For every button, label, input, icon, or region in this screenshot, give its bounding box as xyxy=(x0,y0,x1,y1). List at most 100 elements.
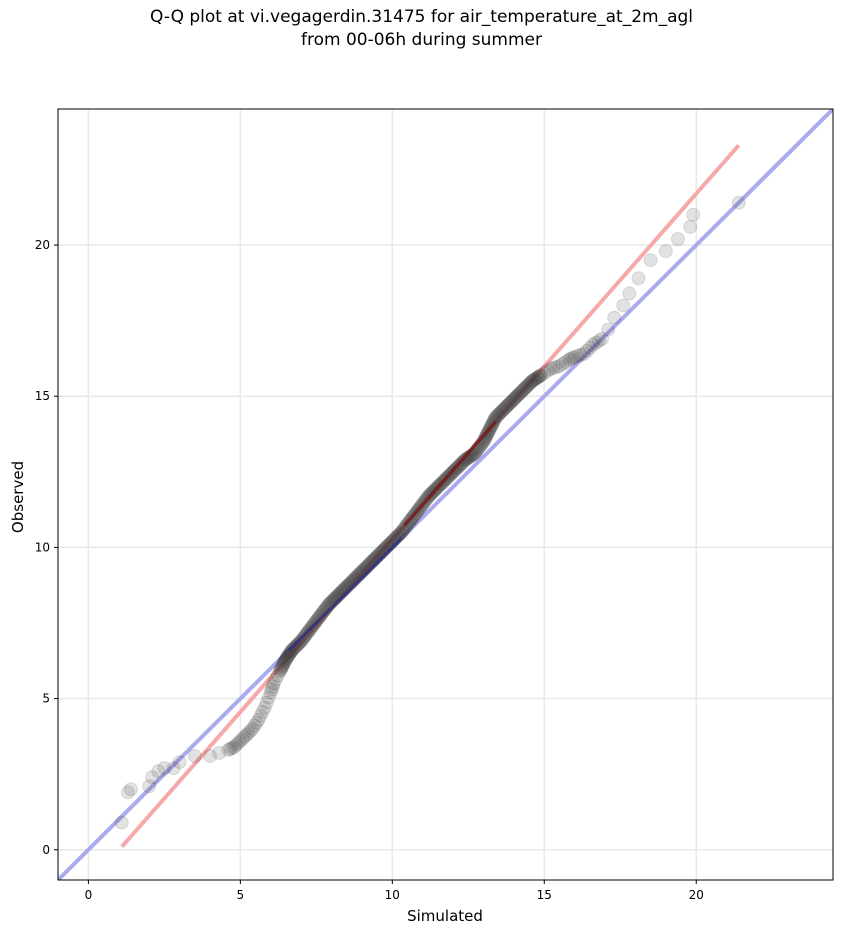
quantile-point xyxy=(490,408,505,423)
quantile-point xyxy=(142,779,157,794)
quantile-point xyxy=(494,404,509,419)
quantile-point xyxy=(277,655,292,669)
chart-title-line-1: Q-Q plot at vi.vegagerdin.31475 for air_… xyxy=(149,7,694,27)
quantile-point xyxy=(249,715,264,730)
quantile-point xyxy=(157,761,172,776)
quantile-point xyxy=(497,401,512,416)
quantile-point xyxy=(229,737,244,752)
quantile-point xyxy=(280,650,295,665)
x-tick-label: 15 xyxy=(537,888,552,902)
quantile-point xyxy=(488,411,502,426)
quantile-point xyxy=(221,743,236,757)
quantile-point xyxy=(500,398,515,413)
quantile-point xyxy=(454,456,469,471)
quantile-point xyxy=(616,298,631,313)
quantile-point xyxy=(588,335,603,350)
quantile-point xyxy=(524,375,539,390)
quantile-point xyxy=(561,353,576,367)
axis-ticks: 0 5 10 15 20 0 5 10 15 20 xyxy=(35,238,704,902)
quantile-point xyxy=(235,731,250,746)
quantile-point xyxy=(247,718,262,733)
quantile-point xyxy=(493,405,508,420)
quantile-point xyxy=(525,374,540,389)
quantile-point xyxy=(555,357,570,371)
quantile-point xyxy=(243,723,258,738)
quantile-point xyxy=(397,521,412,536)
quantile-point xyxy=(582,340,597,355)
quantile-point xyxy=(537,366,552,381)
quantile-point xyxy=(274,660,289,675)
quantile-point xyxy=(259,695,274,710)
quantile-point xyxy=(263,685,278,700)
quantile-point xyxy=(528,372,543,387)
quantile-point xyxy=(529,371,544,386)
quantile-point xyxy=(595,331,609,346)
quantile-point xyxy=(264,682,279,697)
quantile-point xyxy=(278,652,293,667)
quantile-point xyxy=(293,635,308,650)
quantile-point xyxy=(558,355,573,369)
quantile-point xyxy=(274,661,289,676)
quantile-point xyxy=(276,656,291,671)
quantile-point xyxy=(290,638,305,653)
quantile-point xyxy=(145,770,160,785)
quantile-point xyxy=(278,653,293,668)
quantile-point xyxy=(457,453,472,468)
quantile-point xyxy=(275,659,290,673)
quantile-point xyxy=(607,310,622,325)
quantile-point xyxy=(576,346,591,361)
y-axis-label: Observed xyxy=(9,461,27,533)
identity-line-core xyxy=(287,537,403,652)
quantile-point xyxy=(296,631,311,646)
quantile-point xyxy=(540,364,555,378)
quantile-point xyxy=(123,782,138,797)
chart-title: Q-Q plot at vi.vegagerdin.31475 for air_… xyxy=(0,6,843,52)
quantile-point xyxy=(534,368,549,383)
quantile-point xyxy=(592,333,606,348)
quantile-point xyxy=(315,605,330,620)
quantile-point xyxy=(270,668,285,683)
quantile-point xyxy=(285,643,299,658)
quantile-point xyxy=(552,359,567,373)
quantile-point xyxy=(114,815,129,830)
chart-title-line-2: from 00-06h during summer xyxy=(301,30,542,50)
quantile-point xyxy=(268,672,283,687)
quantile-point xyxy=(518,381,532,396)
quantile-point xyxy=(671,232,685,246)
quantile-point xyxy=(487,413,502,428)
quantile-point xyxy=(453,457,468,472)
quantile-point xyxy=(289,639,304,654)
quantile-point xyxy=(514,385,528,400)
quantile-point xyxy=(532,369,547,384)
quantile-point xyxy=(631,271,646,286)
quantile-point xyxy=(658,244,673,259)
quantile-point xyxy=(398,519,413,534)
quantile-point xyxy=(523,376,538,391)
quantile-point xyxy=(686,207,701,222)
quantile-point xyxy=(546,361,561,375)
quantile-point xyxy=(203,749,217,763)
quantile-point xyxy=(563,351,578,366)
quantile-point xyxy=(515,384,529,399)
quantile-point xyxy=(399,518,414,533)
quantile-point xyxy=(172,755,187,770)
quantile-point xyxy=(284,644,299,659)
quantile-point xyxy=(486,414,501,429)
quantile-point xyxy=(227,740,242,754)
quantile-point xyxy=(166,761,181,776)
quantile-point xyxy=(507,391,522,406)
quantile-point xyxy=(276,657,291,672)
quantile-point xyxy=(543,362,558,376)
quantile-point xyxy=(223,742,238,756)
quantile-point xyxy=(601,322,616,337)
quantile-point xyxy=(731,195,746,210)
quantile-point xyxy=(239,727,254,742)
axes-frame xyxy=(57,108,834,881)
fit-line-core xyxy=(403,420,497,527)
quantile-point xyxy=(261,690,276,705)
quantile-point xyxy=(265,679,280,694)
quantile-point xyxy=(295,632,310,647)
quantile-point xyxy=(530,370,545,385)
quantile-point xyxy=(579,343,594,358)
quantile-point xyxy=(643,253,658,268)
